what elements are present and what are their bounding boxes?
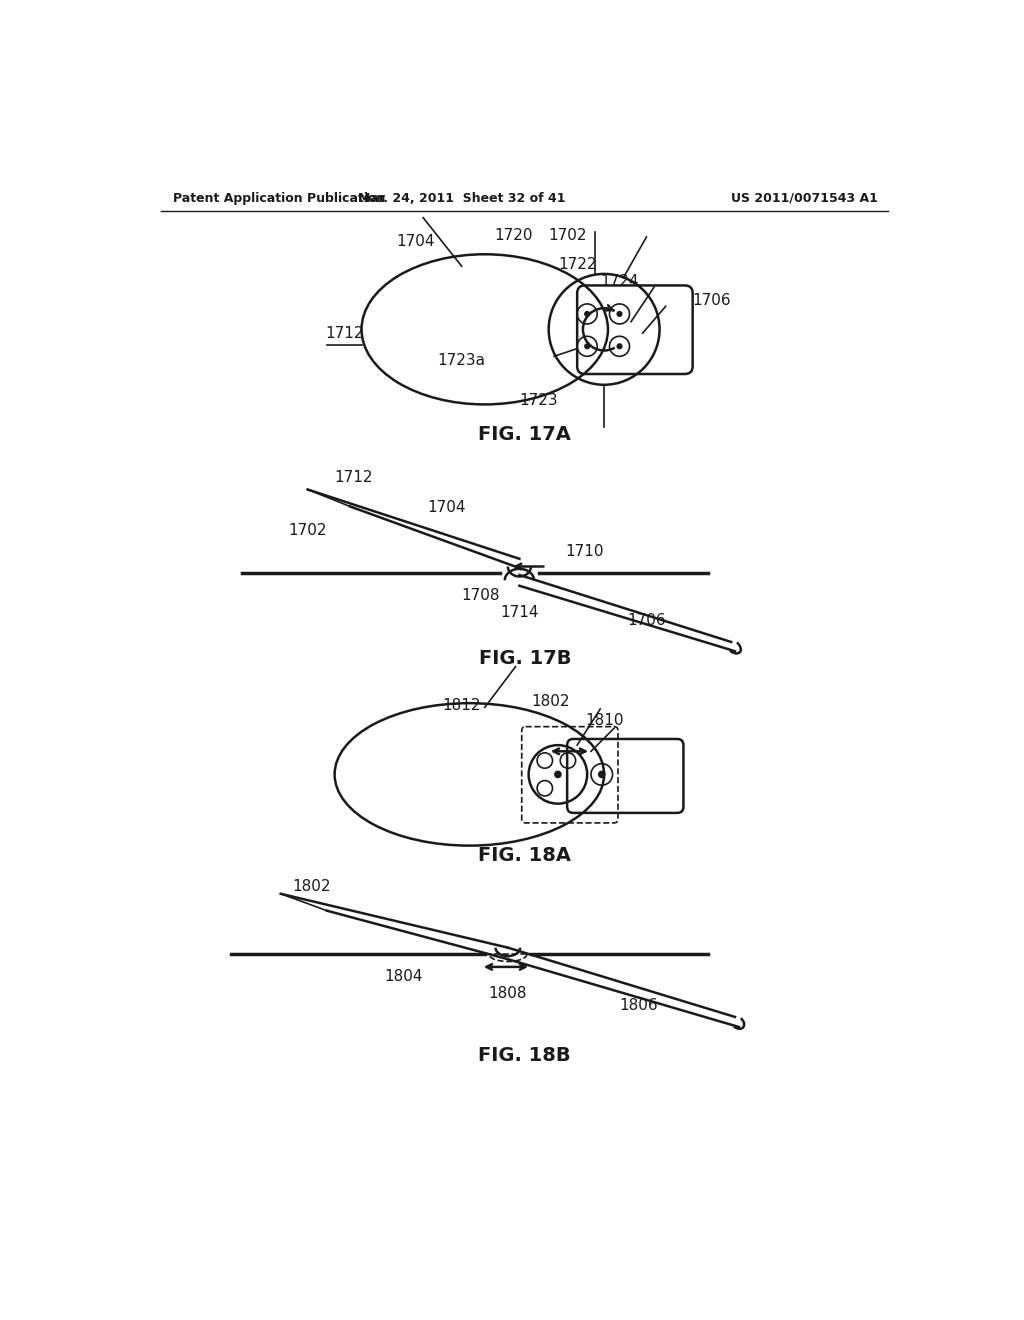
Text: 1808: 1808 [488, 986, 527, 1002]
Text: Mar. 24, 2011  Sheet 32 of 41: Mar. 24, 2011 Sheet 32 of 41 [358, 191, 565, 205]
Text: 1714: 1714 [500, 605, 539, 620]
Text: 1706: 1706 [627, 612, 666, 628]
Text: 1804: 1804 [385, 969, 423, 985]
Text: 1723a: 1723a [437, 354, 485, 368]
Text: 1710: 1710 [565, 544, 604, 558]
Text: 1720: 1720 [494, 228, 532, 243]
Text: 1704: 1704 [427, 500, 466, 515]
Text: 1802: 1802 [292, 879, 331, 894]
Text: FIG. 17B: FIG. 17B [478, 649, 571, 668]
Text: 1702: 1702 [549, 228, 587, 243]
Circle shape [584, 343, 590, 350]
Circle shape [554, 771, 562, 779]
Text: 1806: 1806 [620, 998, 658, 1012]
Text: 1702: 1702 [289, 523, 327, 537]
Text: 1724: 1724 [600, 275, 639, 289]
Text: 1722: 1722 [558, 257, 596, 272]
Circle shape [598, 771, 605, 779]
Text: 1704: 1704 [396, 234, 435, 249]
Text: 1723: 1723 [519, 393, 558, 408]
Text: 1810: 1810 [585, 713, 624, 729]
Text: 1812: 1812 [442, 697, 481, 713]
Circle shape [584, 312, 590, 317]
Text: 1712: 1712 [335, 470, 373, 486]
Text: FIG. 18B: FIG. 18B [478, 1045, 571, 1065]
Circle shape [616, 312, 623, 317]
Text: 1712: 1712 [326, 326, 364, 342]
Text: 1706: 1706 [692, 293, 731, 309]
Circle shape [616, 343, 623, 350]
Text: FIG. 17A: FIG. 17A [478, 425, 571, 444]
Text: US 2011/0071543 A1: US 2011/0071543 A1 [730, 191, 878, 205]
Text: FIG. 18A: FIG. 18A [478, 846, 571, 865]
Text: 1802: 1802 [531, 694, 569, 709]
Text: Patent Application Publication: Patent Application Publication [173, 191, 385, 205]
Text: 1708: 1708 [462, 589, 500, 603]
